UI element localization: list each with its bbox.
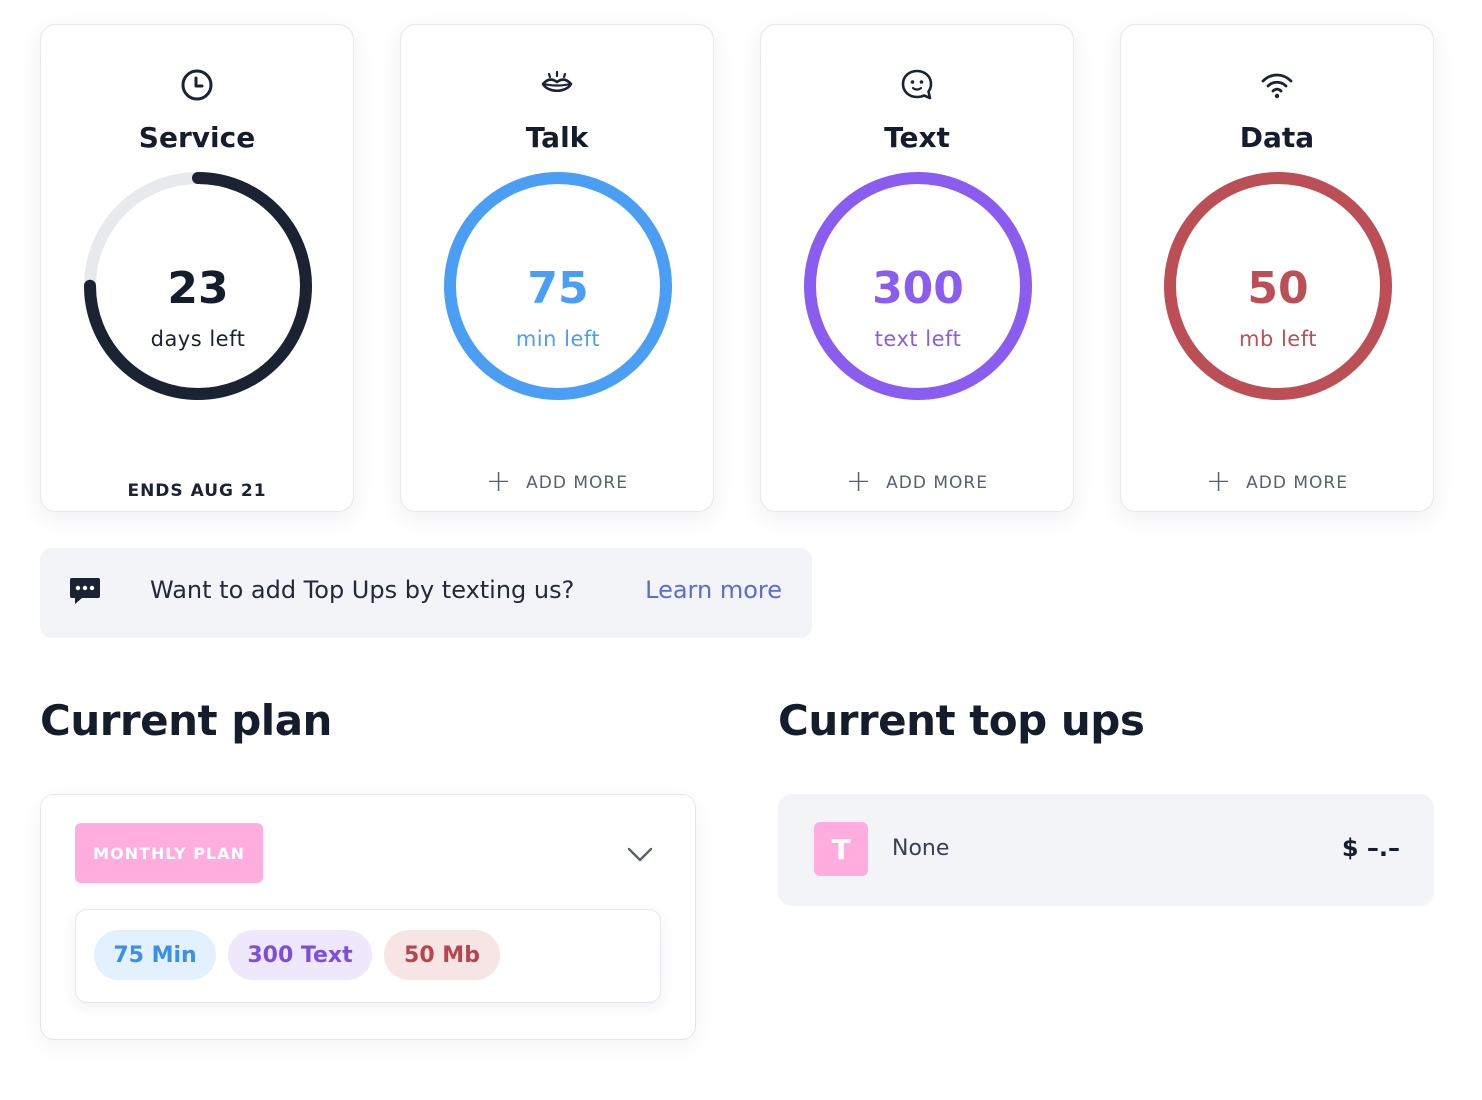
- top-up-price: $ –.–: [1341, 834, 1400, 862]
- data-gauge-ring: [1164, 172, 1392, 400]
- talk-title: Talk: [525, 121, 589, 154]
- data-add-more-button[interactable]: + ADD MORE: [1121, 464, 1433, 499]
- talk-gauge-ring: [444, 172, 672, 400]
- talk-card: Talk 75 min left + ADD MORE: [400, 24, 714, 512]
- data-card: Data 50 mb left + ADD MORE: [1120, 24, 1434, 512]
- plus-icon: +: [846, 464, 873, 499]
- plan-chip-minutes: 75 Min: [94, 930, 216, 980]
- plus-icon: +: [1206, 464, 1233, 499]
- clock-icon: [41, 67, 353, 103]
- chat-bubble-icon: [761, 67, 1073, 103]
- data-mb-label: mb left: [1239, 327, 1317, 351]
- text-messages-label: text left: [874, 327, 962, 351]
- banner-text: Want to add Top Ups by texting us?: [150, 576, 575, 604]
- plan-chip-data: 50 Mb: [384, 930, 500, 980]
- plus-icon: +: [486, 464, 513, 499]
- text-gauge: 300 text left: [801, 169, 1035, 403]
- text-title: Text: [884, 121, 950, 154]
- service-days-value: 23: [167, 263, 229, 314]
- data-add-more-label: ADD MORE: [1246, 473, 1348, 493]
- service-title: Service: [138, 121, 256, 154]
- current-plan-card: MONTHLY PLAN 75 Min 300 Text 50 Mb: [40, 794, 696, 1040]
- current-top-ups-heading: Current top ups: [778, 696, 1145, 745]
- talk-add-more-button[interactable]: + ADD MORE: [401, 464, 713, 499]
- message-dots-icon: [68, 574, 102, 608]
- top-up-name: None: [892, 836, 950, 861]
- talk-minutes-label: min left: [515, 327, 601, 351]
- chevron-down-icon[interactable]: [625, 839, 655, 869]
- talk-gauge: 75 min left: [441, 169, 675, 403]
- data-gauge: 50 mb left: [1161, 169, 1395, 403]
- plan-chip-text: 300 Text: [228, 930, 372, 980]
- plan-type-badge: MONTHLY PLAN: [75, 823, 263, 883]
- data-mb-value: 50: [1247, 263, 1309, 314]
- plan-allowance-list: 75 Min 300 Text 50 Mb: [75, 909, 661, 1003]
- service-days-label: days left: [150, 327, 246, 351]
- service-gauge: 23 days left: [81, 169, 315, 403]
- top-up-letter-badge: T: [814, 822, 868, 876]
- top-up-text-banner: Want to add Top Ups by texting us? Learn…: [40, 548, 812, 638]
- talk-add-more-label: ADD MORE: [526, 473, 628, 493]
- text-add-more-label: ADD MORE: [886, 473, 988, 493]
- talk-minutes-value: 75: [527, 263, 589, 314]
- top-up-row: T None $ –.–: [778, 794, 1434, 906]
- lips-icon: [401, 67, 713, 103]
- current-plan-heading: Current plan: [40, 696, 332, 745]
- data-title: Data: [1239, 121, 1315, 154]
- service-gauge-progress: [84, 172, 312, 400]
- text-messages-value: 300: [872, 263, 964, 314]
- text-gauge-ring: [804, 172, 1032, 400]
- service-end-date: ENDS AUG 21: [127, 481, 267, 501]
- service-card: Service 23 days left ENDS AUG 21: [40, 24, 354, 512]
- learn-more-link[interactable]: Learn more: [645, 576, 782, 604]
- text-add-more-button[interactable]: + ADD MORE: [761, 464, 1073, 499]
- text-card: Text 300 text left + ADD MORE: [760, 24, 1074, 512]
- wifi-icon: [1121, 67, 1433, 103]
